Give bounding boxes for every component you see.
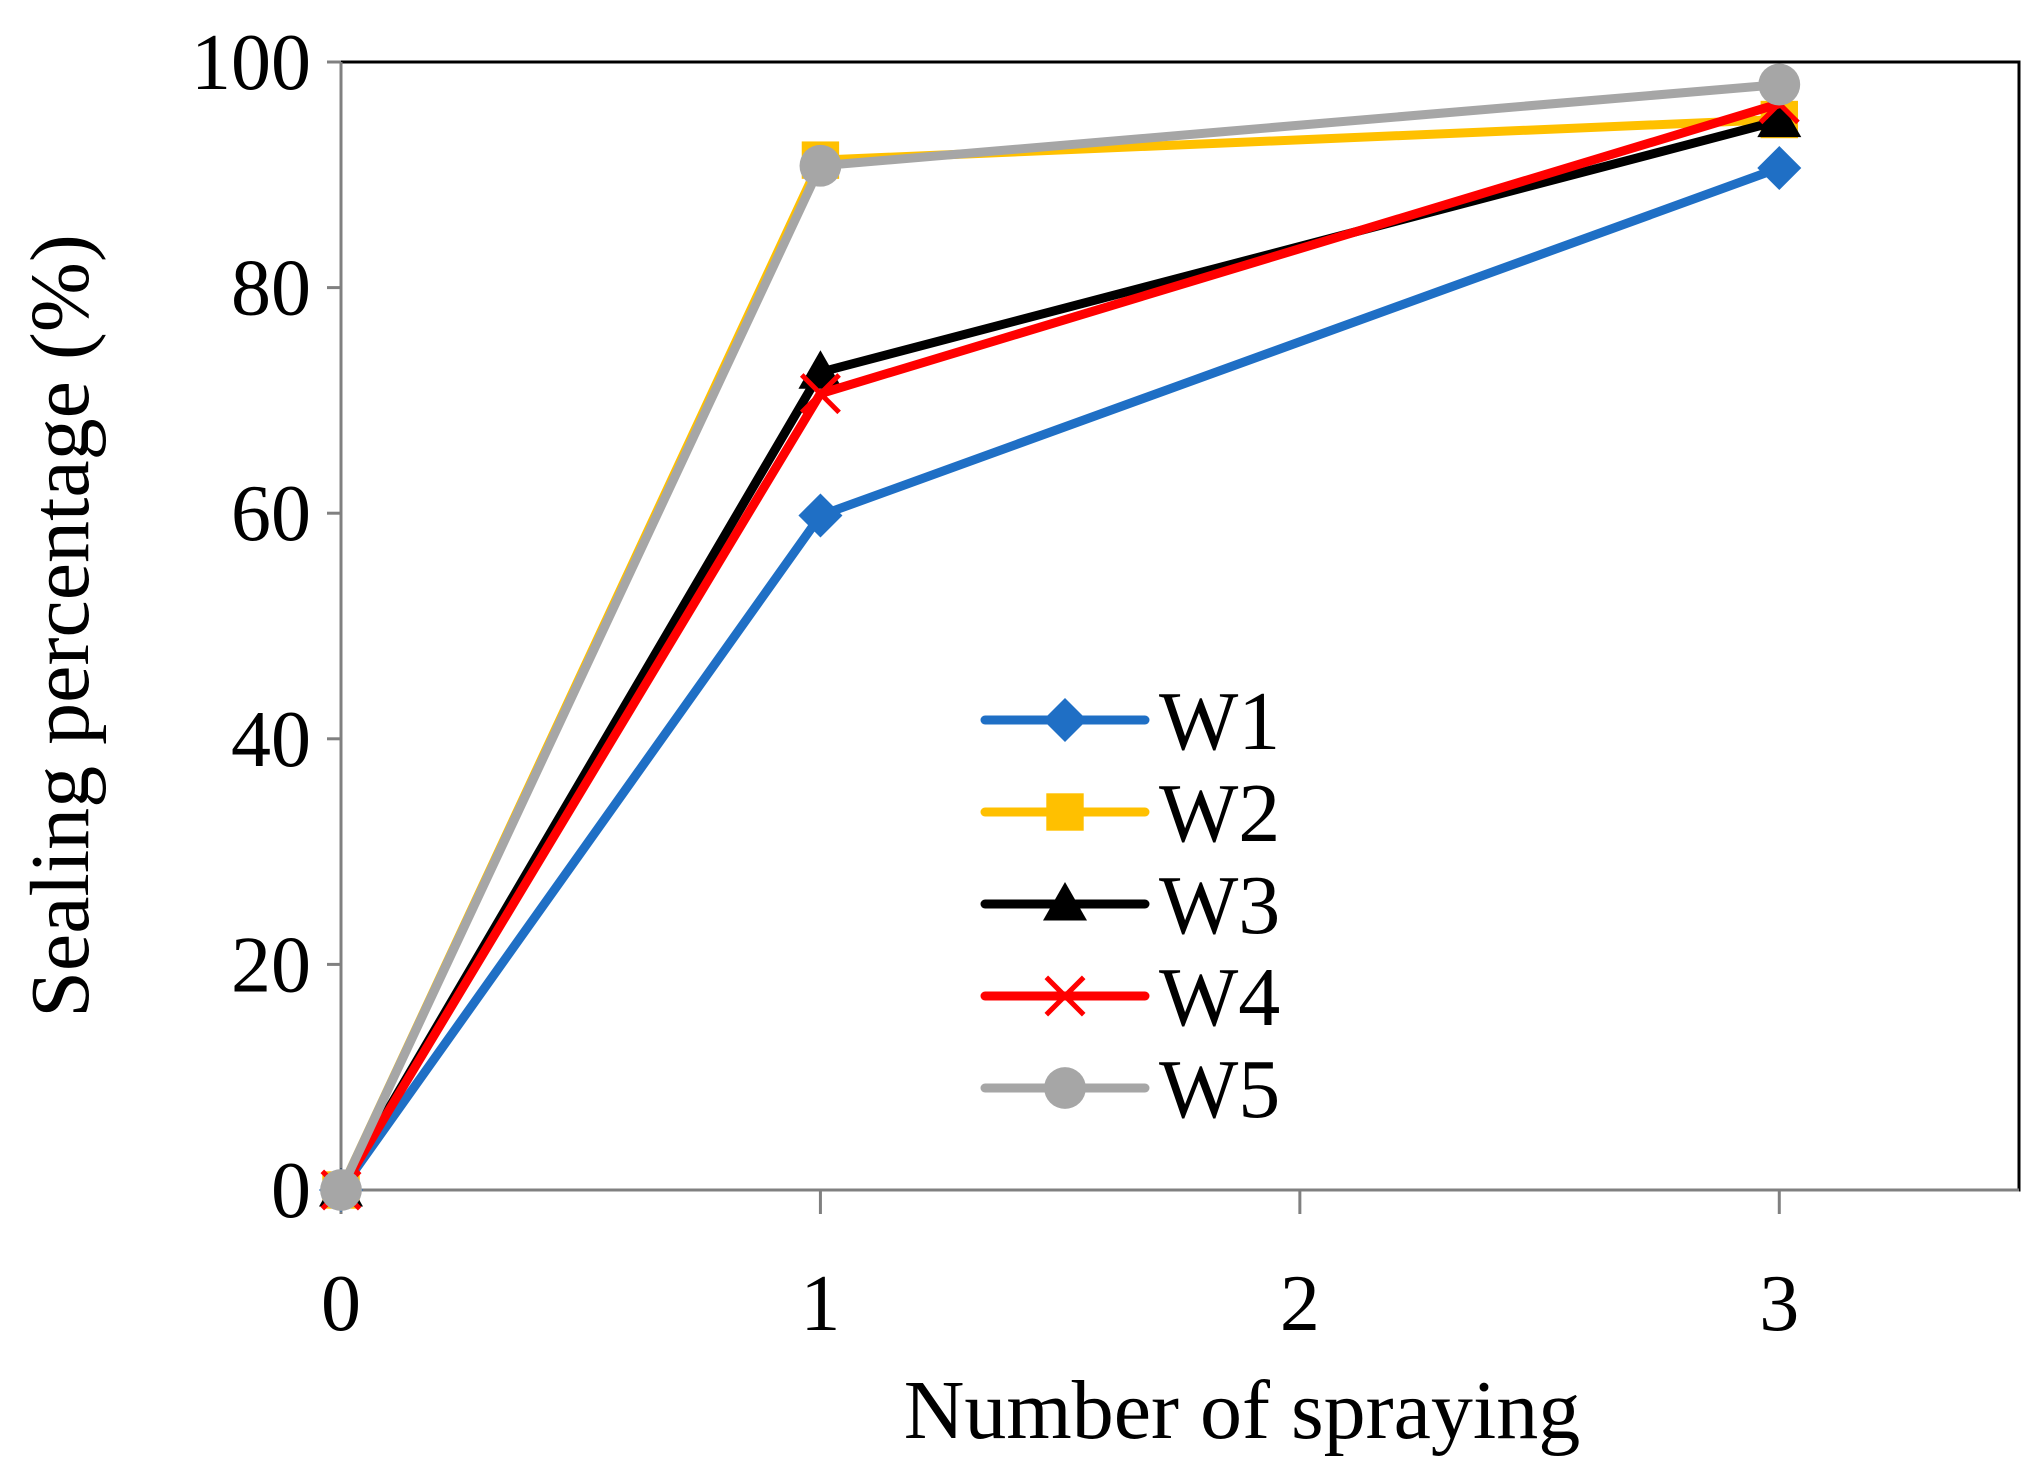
y-tick-label: 0 [271, 1147, 311, 1235]
plot-area [339, 60, 2021, 1192]
legend-item-w5: W5 [980, 1043, 1280, 1136]
legend-item-w2: W2 [980, 767, 1280, 860]
axes: 0 20 40 60 80 100 0 1 2 3 [191, 19, 2019, 1348]
legend-w2-marker [1046, 793, 1084, 831]
y-tick-label: 80 [231, 245, 311, 333]
y-tick-label: 100 [191, 19, 311, 107]
x-axis-title: Number of spraying [904, 1364, 1581, 1457]
x-tick-label: 1 [800, 1260, 840, 1348]
legend-item-w4: W4 [980, 951, 1280, 1044]
legend-item-w3: W3 [980, 859, 1280, 952]
legend-w1-label: W1 [1159, 675, 1280, 768]
legend-w1-marker [1043, 698, 1087, 742]
legend-w4-marker [1044, 975, 1086, 1017]
x-tick-label: 2 [1280, 1260, 1320, 1348]
y-tick-label: 60 [231, 470, 311, 558]
y-axis-title: Sealing percentage (%) [14, 234, 107, 1018]
x-tick-label: 3 [1759, 1260, 1799, 1348]
legend-w4-label: W4 [1159, 951, 1280, 1044]
legend-item-w1: W1 [980, 675, 1280, 768]
legend-w5-marker [1044, 1067, 1086, 1109]
series-w5-point [799, 144, 842, 187]
series-w3-point [1757, 98, 1802, 138]
series-w5-point [1758, 63, 1801, 106]
series-layer [319, 63, 1802, 1212]
series-w4-point [799, 373, 841, 415]
legend-w3-marker [1043, 882, 1087, 921]
legend-w2-label: W2 [1159, 767, 1280, 860]
legend-w5-label: W5 [1159, 1043, 1280, 1136]
series-w5 [320, 63, 1801, 1211]
series-w3-point [798, 350, 843, 389]
series-w1-point [1757, 146, 1802, 191]
series-w5-point [320, 1169, 362, 1211]
y-tick-label: 20 [231, 921, 311, 1009]
x-tick-label: 0 [321, 1260, 361, 1348]
y-tick-label: 40 [231, 696, 311, 784]
series-w1-point [798, 493, 843, 538]
legend-w3-label: W3 [1159, 859, 1280, 952]
